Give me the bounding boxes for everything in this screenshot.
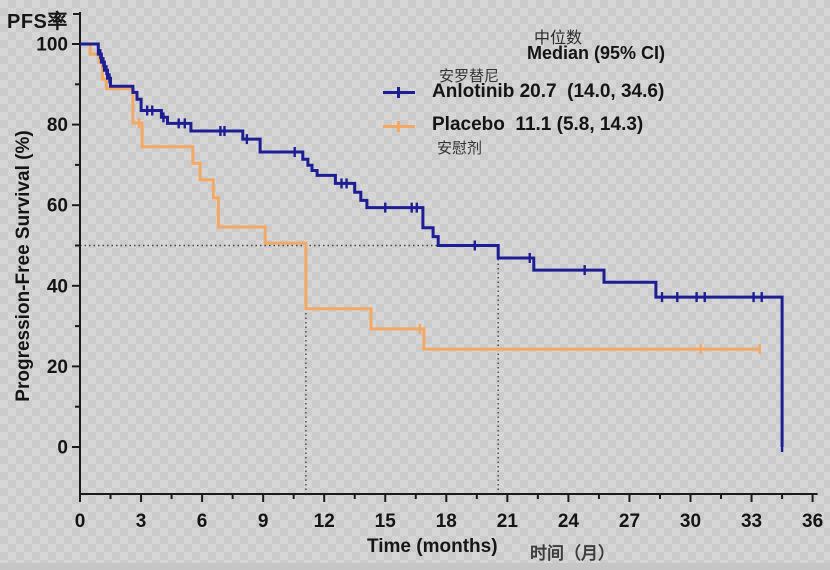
x-axis-title: Time (months) <box>367 536 498 557</box>
x-tick-label: 27 <box>619 511 640 532</box>
x-tick-label: 12 <box>314 511 335 532</box>
x-tick-label: 15 <box>375 511 397 532</box>
placebo-legend-marker <box>383 119 415 133</box>
y-tick-label: 40 <box>47 276 68 297</box>
legend-anlotinib-chinese: 安罗替尼 <box>439 68 500 85</box>
x-tick-label: 9 <box>258 511 269 532</box>
anlotinib-legend-marker <box>383 85 415 99</box>
pfs-rate-label: PFS率 <box>7 11 68 33</box>
y-axis-title: Progression-Free Survival (%) <box>13 130 34 402</box>
x-tick-label: 21 <box>497 511 519 532</box>
x-tick-label: 30 <box>680 511 701 532</box>
y-tick-label: 80 <box>47 115 68 136</box>
y-tick-label: 0 <box>57 438 68 459</box>
legend-median-label-chinese: 中位数 <box>534 30 583 47</box>
x-tick-label: 33 <box>741 511 762 532</box>
x-tick-label: 6 <box>197 511 208 532</box>
legend-placebo-chinese: 安慰剂 <box>437 140 483 157</box>
x-tick-label: 24 <box>558 511 580 532</box>
x-axis-title-chinese: 时间（月） <box>530 544 615 563</box>
y-tick-label: 100 <box>36 35 68 56</box>
legend-median-label: Median (95% CI) <box>527 43 666 63</box>
bottom-edge-strip <box>0 563 830 570</box>
legend-placebo-text: Placebo 11.1 (5.8, 14.3) <box>432 114 644 135</box>
x-tick-label: 18 <box>436 511 457 532</box>
censor-tick-icon <box>397 87 400 98</box>
y-tick-label: 20 <box>47 357 68 378</box>
x-tick-label: 0 <box>75 511 86 532</box>
censor-tick-icon <box>397 121 400 132</box>
x-tick-label: 3 <box>136 511 147 532</box>
y-tick-label: 60 <box>47 196 68 217</box>
x-tick-label: 36 <box>802 511 823 532</box>
legend-anlotinib-text: Anlotinib 20.7 (14.0, 34.6) <box>432 81 665 102</box>
anlotinib-survival-curve <box>80 42 784 447</box>
